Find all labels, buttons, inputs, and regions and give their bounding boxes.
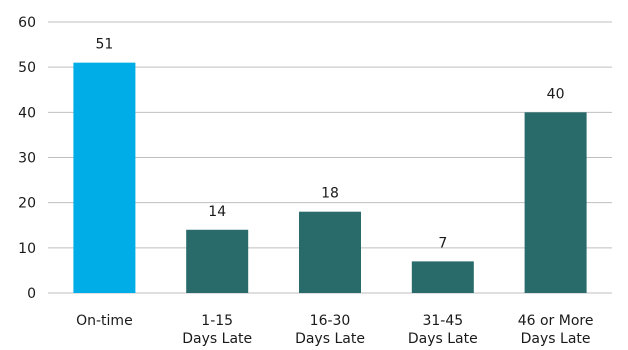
y-tick-label: 0	[27, 286, 36, 302]
bar	[186, 229, 249, 293]
x-category-label-line: 16-30	[310, 313, 351, 329]
y-axis-ticks: 0 10 20 30 40 50 60	[18, 15, 36, 302]
y-tick-label: 20	[18, 196, 36, 212]
x-category-label: 46 or More Days Late	[518, 313, 594, 347]
y-tick-label: 50	[18, 60, 36, 76]
x-category-label-line: 1-15	[201, 313, 233, 329]
x-axis-categories: On-time 1-15 Days Late 16-30 Days Late 31-45 D…	[76, 313, 593, 347]
bar	[73, 62, 136, 294]
x-category-label-line: Days Late	[521, 331, 591, 347]
data-label: 18	[321, 186, 339, 202]
y-tick-label: 30	[18, 151, 36, 167]
data-labels: 51 14 18 7 40	[95, 37, 564, 252]
x-category-label-line: Days Late	[295, 331, 365, 347]
x-category-label: 16-30 Days Late	[295, 313, 365, 347]
data-label: 7	[438, 235, 447, 251]
y-tick-label: 10	[18, 241, 36, 257]
bars	[73, 62, 587, 294]
bar	[411, 261, 474, 293]
gridlines	[48, 21, 612, 294]
data-label: 40	[547, 86, 565, 102]
bar	[299, 211, 361, 293]
x-category-label-line: Days Late	[408, 331, 478, 347]
x-category-label: 1-15 Days Late	[182, 313, 252, 347]
x-category-label-line: 46 or More	[518, 313, 594, 329]
data-label: 51	[95, 37, 113, 53]
y-tick-label: 40	[18, 105, 36, 121]
x-category-label-line: Days Late	[182, 331, 252, 347]
y-tick-label: 60	[18, 15, 36, 31]
bar	[524, 112, 587, 293]
x-category-label-line: 31-45	[422, 313, 463, 329]
x-category-label: On-time	[76, 313, 133, 329]
x-category-label: 31-45 Days Late	[408, 313, 478, 347]
x-category-label-line: On-time	[76, 313, 133, 329]
data-label: 14	[208, 204, 226, 220]
